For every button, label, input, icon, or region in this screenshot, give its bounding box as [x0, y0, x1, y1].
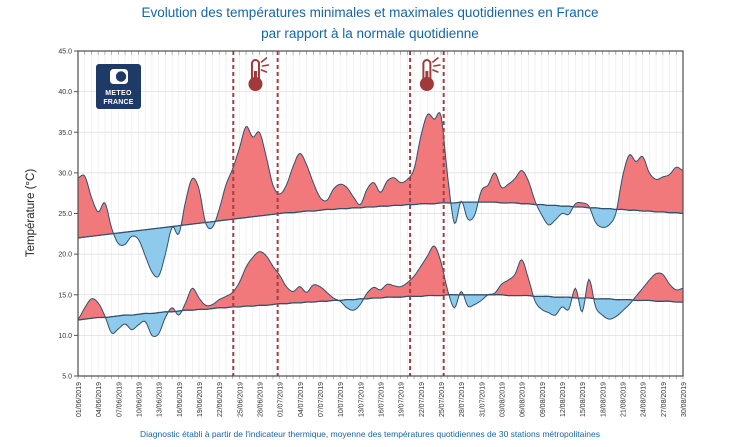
- area-below-normal: [536, 204, 574, 225]
- area-below-normal: [593, 298, 633, 320]
- area-above-normal: [215, 112, 451, 222]
- plot-area: 5.0 10.0 15.0 20.0 25.0 30.0 35.0 40.0 45.0 01/06…: [58, 49, 688, 418]
- x-tick-label: 09/08/2019: [540, 382, 547, 417]
- normal-temperature-curve: [77, 294, 683, 321]
- meteo-france-logo: METEO FRANCE: [96, 64, 141, 109]
- area-above-normal: [585, 279, 594, 299]
- y-tick-label: 25.0: [58, 211, 72, 218]
- x-tick-label: 06/08/2019: [520, 382, 527, 417]
- tmax-band: [77, 112, 684, 278]
- actual-temperature-curve: [77, 245, 684, 338]
- x-tick-label: 30/08/2019: [681, 382, 688, 417]
- area-below-normal: [113, 225, 182, 278]
- x-tick-label: 15/08/2019: [580, 382, 587, 417]
- x-tick-label: 04/06/2019: [96, 382, 103, 417]
- x-tick-label: 03/08/2019: [500, 382, 507, 417]
- x-tick-label: 21/08/2019: [621, 382, 628, 417]
- x-tick-label: 25/07/2019: [439, 382, 446, 417]
- area-below-normal: [448, 294, 460, 308]
- x-tick-label: 07/07/2019: [318, 382, 325, 417]
- y-tick-label: 35.0: [58, 130, 72, 137]
- y-axis-title: Température (°C): [25, 169, 37, 257]
- chart-title-line1: Evolution des températures minimales et …: [141, 5, 599, 20]
- actual-temperature-curve: [77, 112, 684, 278]
- area-above-normal: [459, 291, 464, 295]
- x-tick-label: 16/06/2019: [177, 382, 184, 417]
- x-tick-label: 16/07/2019: [379, 382, 386, 417]
- x-tick-label: 12/08/2019: [560, 382, 567, 417]
- x-tick-label: 07/06/2019: [116, 382, 123, 417]
- area-above-normal: [181, 178, 206, 226]
- logo-text-france: FRANCE: [103, 99, 133, 106]
- area-below-normal: [463, 294, 489, 307]
- area-above-normal: [572, 288, 579, 299]
- x-tick-label: 28/07/2019: [459, 382, 466, 417]
- tmin-band: [77, 245, 684, 338]
- area-below-normal: [533, 296, 573, 316]
- logo-text-meteo: METEO: [105, 90, 132, 97]
- y-tick-label: 15.0: [58, 292, 72, 299]
- x-tick-label: 22/07/2019: [419, 382, 426, 417]
- x-tick-label: 27/08/2019: [661, 382, 668, 417]
- x-tick-label: 25/06/2019: [237, 382, 244, 417]
- x-tick-label: 13/07/2019: [358, 382, 365, 417]
- thermometer-icon: [248, 57, 270, 91]
- x-tick-label: 31/07/2019: [479, 382, 486, 417]
- x-tick-label: 01/06/2019: [76, 382, 83, 417]
- area-below-normal: [105, 311, 169, 337]
- area-below-normal: [589, 207, 617, 228]
- meteo-france-icon: [110, 69, 128, 84]
- x-tick-label: 18/08/2019: [600, 382, 607, 417]
- chart-overlay: Température (°C) METEO FRANCE: [25, 57, 441, 257]
- heatwave-markers: [232, 51, 445, 376]
- logo-background: [96, 64, 141, 109]
- y-tick-label: 5.0: [62, 374, 72, 381]
- plot-frame: [77, 50, 684, 377]
- x-tick-label: 01/07/2019: [278, 382, 285, 417]
- x-tick-label: 28/06/2019: [258, 382, 265, 417]
- chart-title-line2: par rapport à la normale quotidienne: [261, 26, 479, 41]
- x-tick-label: 10/06/2019: [137, 382, 144, 417]
- thermometer-icon: [419, 57, 441, 91]
- area-above-normal: [616, 154, 683, 214]
- area-above-normal: [78, 175, 114, 238]
- y-tick-label: 20.0: [58, 252, 72, 259]
- x-tick-label: 13/06/2019: [157, 382, 164, 417]
- y-tick-label: 40.0: [58, 89, 72, 96]
- area-above-normal: [182, 251, 339, 311]
- x-tick-label: 19/06/2019: [197, 382, 204, 417]
- area-above-normal: [632, 273, 683, 303]
- y-tick-label: 45.0: [58, 49, 72, 56]
- area-below-normal: [578, 298, 586, 312]
- x-tick-label: 10/07/2019: [338, 382, 345, 417]
- y-tick-label: 30.0: [58, 170, 72, 177]
- x-tick-label: 19/07/2019: [399, 382, 406, 417]
- chart-footer-caption: Diagnostic établi à partir de l'indicate…: [140, 429, 600, 439]
- area-above-normal: [363, 246, 449, 299]
- area-above-normal: [478, 170, 537, 205]
- normal-temperature-curve: [77, 201, 684, 239]
- axis-ticks: 5.0 10.0 15.0 20.0 25.0 30.0 35.0 40.0 45.0 01/06…: [58, 49, 688, 418]
- x-tick-label: 04/07/2019: [298, 382, 305, 417]
- x-tick-label: 22/06/2019: [217, 382, 224, 417]
- y-tick-label: 10.0: [58, 333, 72, 340]
- x-tick-label: 24/08/2019: [641, 382, 648, 417]
